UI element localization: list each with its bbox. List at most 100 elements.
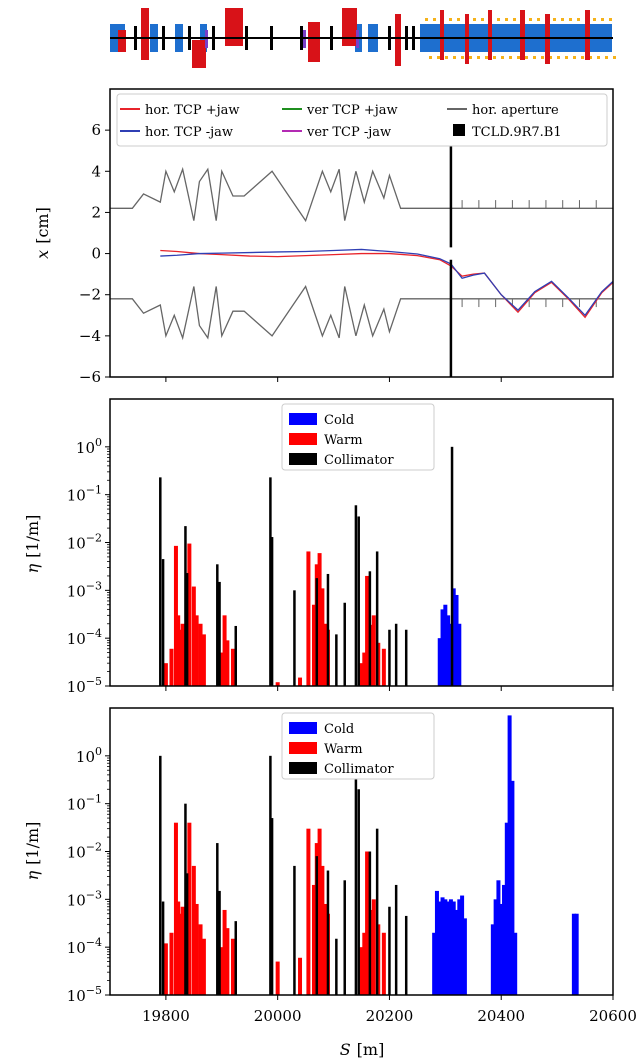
orbit-y-label: x[cm] <box>33 207 52 259</box>
lattice-sextupole <box>541 56 544 59</box>
warm-loss-bar <box>201 938 206 995</box>
lattice-sextupole <box>557 56 560 59</box>
lattice-diagram <box>110 8 616 68</box>
collimator-loss-bar <box>335 938 338 995</box>
warm-loss-bar <box>306 828 311 995</box>
collimator-loss-bar <box>394 623 398 686</box>
x-tick-label: 20600 <box>589 1007 637 1025</box>
lattice-quadrupole <box>488 10 492 60</box>
aperture-lower-line <box>110 285 613 341</box>
lattice-sextupole <box>573 56 576 59</box>
orbit-legend-box <box>116 93 608 147</box>
collimator-loss-bar <box>293 590 296 686</box>
y-tick-base: 10 <box>67 987 86 1005</box>
warm-loss-bar <box>187 543 192 686</box>
y-tick-base: 10 <box>67 844 86 862</box>
lattice-sextupole <box>469 56 472 59</box>
loss-legend: Cold Warm Collimator <box>281 712 435 780</box>
cold-loss-bar <box>454 909 459 995</box>
orbit-y-tick-label: 6 <box>91 121 101 139</box>
loss-map-top-y-label: η[1/m] <box>23 515 42 574</box>
warm-loss-bar <box>369 624 374 686</box>
orbit-y-tick-label: 2 <box>91 203 101 221</box>
collimator-loss-bar <box>269 477 272 686</box>
lattice-quadrupole <box>308 22 320 62</box>
orbit-y-tick-label: −4 <box>79 327 101 345</box>
orbit-legend: hor. TCP +jaw hor. TCP -jaw ver TCP +jaw ve… <box>116 93 608 147</box>
collimator-loss-bar <box>270 818 274 995</box>
warm-loss-bar <box>163 663 168 686</box>
y-tick-exponent: −4 <box>86 627 102 640</box>
cold-loss-bar <box>499 903 504 995</box>
loss-legend-label: Collimator <box>324 762 394 777</box>
orbit-y-tick-label: −6 <box>79 368 101 386</box>
warm-loss-bar <box>369 909 374 995</box>
warm-loss-bar <box>362 652 367 686</box>
cold-loss-bar <box>446 901 451 995</box>
cold-loss-bar <box>440 609 445 686</box>
collimator-loss-bar <box>326 573 330 686</box>
warm-loss-bar <box>366 634 371 686</box>
collimator-loss-bar <box>375 828 379 995</box>
y-tick-exponent: −2 <box>86 532 102 545</box>
lattice-sextupole <box>517 56 520 59</box>
warm-loss-bar <box>230 938 235 995</box>
lattice-sextupole <box>525 56 528 59</box>
collimator-loss-bar <box>368 571 372 686</box>
collimator-loss-bar <box>357 789 360 995</box>
warm-loss-bar <box>311 604 316 686</box>
lattice-sextupole <box>605 56 608 59</box>
warm-loss-bar <box>191 865 196 995</box>
warm-loss-bar <box>176 901 181 995</box>
y-tick-label: 10−1 <box>67 484 102 505</box>
loss-legend-swatch <box>289 742 317 754</box>
loss-legend-swatch <box>289 453 317 465</box>
warm-loss-bar <box>176 615 181 686</box>
loss-legend-label: Cold <box>324 413 354 428</box>
collimator-loss-bar <box>184 803 187 995</box>
collimator-loss-bar <box>218 581 221 686</box>
warm-loss-bar <box>180 623 185 686</box>
collimator-loss-bar <box>375 551 379 686</box>
y-tick-exponent: 0 <box>95 436 102 449</box>
y-tick-label: 10−5 <box>67 984 102 1005</box>
x-tick-label: 20200 <box>366 1007 414 1025</box>
warm-loss-bar <box>225 928 230 995</box>
y-tick-label: 10−3 <box>67 888 102 909</box>
lattice-sextupole <box>481 18 484 21</box>
y-tick-exponent: −3 <box>86 888 102 901</box>
warm-loss-bar <box>298 677 303 686</box>
collimator-loss-bar <box>368 851 372 995</box>
loss-legend-label: Cold <box>324 722 354 737</box>
cold-loss-bar <box>434 890 439 995</box>
collimator-loss-bar <box>234 921 237 995</box>
collimator-loss-bar <box>335 634 338 686</box>
lattice-sextupole <box>493 56 496 59</box>
cold-loss-bar <box>437 901 442 995</box>
cold-loss-bar <box>510 780 515 995</box>
collimator-loss-bar <box>404 629 408 686</box>
warm-loss-bar <box>198 623 203 686</box>
lattice-sextupole <box>529 18 532 21</box>
lattice-sextupole <box>445 56 448 59</box>
collimator-loss-bar <box>184 526 187 686</box>
collimator-loss-bar <box>315 856 319 995</box>
cold-loss-bar <box>454 594 459 686</box>
collimator-loss-bar <box>343 602 346 686</box>
cold-loss-bar <box>460 895 465 995</box>
loss-legend-label: Warm <box>324 433 363 448</box>
cold-loss-bar <box>457 899 462 995</box>
warm-loss-bar <box>311 884 316 995</box>
warm-loss-bar <box>219 947 224 995</box>
warm-loss-bar <box>201 634 206 686</box>
lattice-sextupole <box>433 18 436 21</box>
y-tick-exponent: −1 <box>86 484 102 497</box>
lattice-sextupole <box>501 56 504 59</box>
warm-loss-bar <box>178 629 183 686</box>
y-tick-label: 10−2 <box>67 532 102 553</box>
y-tick-label: 10−4 <box>67 936 102 957</box>
y-tick-base: 10 <box>67 582 86 600</box>
lattice-sextupole <box>425 18 428 21</box>
x-axis-label: S [m] <box>340 1040 385 1059</box>
loss-legend-box <box>281 712 435 780</box>
